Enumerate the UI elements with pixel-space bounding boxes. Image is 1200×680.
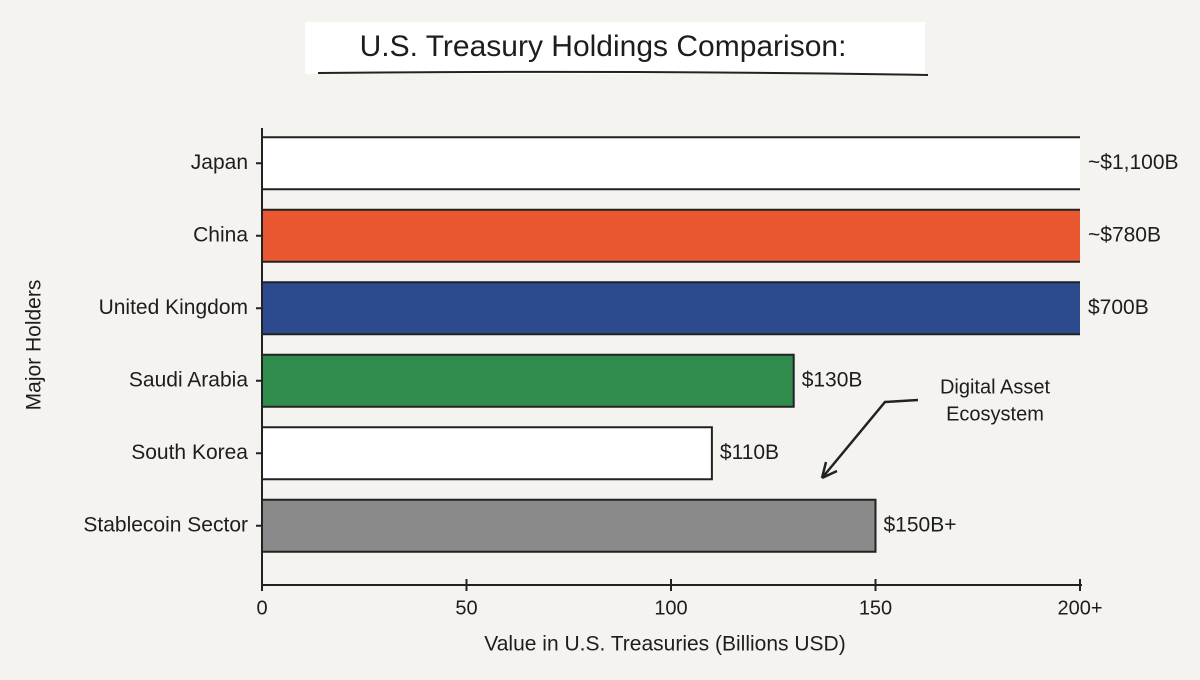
- bar: [262, 353, 795, 408]
- x-tick-label: 50: [455, 597, 477, 619]
- value-label: $150B+: [884, 513, 957, 536]
- bar: [262, 136, 1080, 191]
- y-tick-label: Saudi Arabia: [129, 368, 248, 391]
- y-tick-label: Stablecoin Sector: [83, 513, 248, 536]
- y-axis-title: Major Holders: [23, 280, 46, 411]
- value-label: ~$780B: [1088, 223, 1161, 246]
- title-underline: [317, 70, 929, 76]
- annotation: Digital Asset: [940, 376, 1050, 398]
- bar: [262, 426, 713, 481]
- value-label: $700B: [1088, 296, 1149, 319]
- bar: [262, 208, 1080, 263]
- annotation: Ecosystem: [946, 403, 1044, 425]
- annotation-arrow: [820, 398, 919, 480]
- y-tick-label: United Kingdom: [99, 296, 248, 319]
- y-tick-label: Japan: [191, 151, 248, 174]
- y-tick-label: South Korea: [131, 441, 248, 464]
- bar: [262, 498, 877, 553]
- y-tick-label: China: [193, 223, 248, 246]
- value-label: ~$1,100B: [1088, 151, 1179, 174]
- bar: [262, 281, 1080, 336]
- title-box: [305, 22, 925, 74]
- chart-title: U.S. Treasury Holdings Comparison:: [360, 30, 847, 63]
- x-tick-label: 100: [654, 597, 687, 619]
- x-tick-label: 0: [256, 597, 267, 619]
- bars: [262, 136, 1080, 553]
- value-label: $130B: [802, 368, 863, 391]
- x-tick-label: 150: [859, 597, 892, 619]
- x-tick-label: 200+: [1057, 597, 1102, 619]
- value-label: $110B: [720, 441, 779, 464]
- x-axis-title: Value in U.S. Treasuries (Billions USD): [484, 633, 845, 656]
